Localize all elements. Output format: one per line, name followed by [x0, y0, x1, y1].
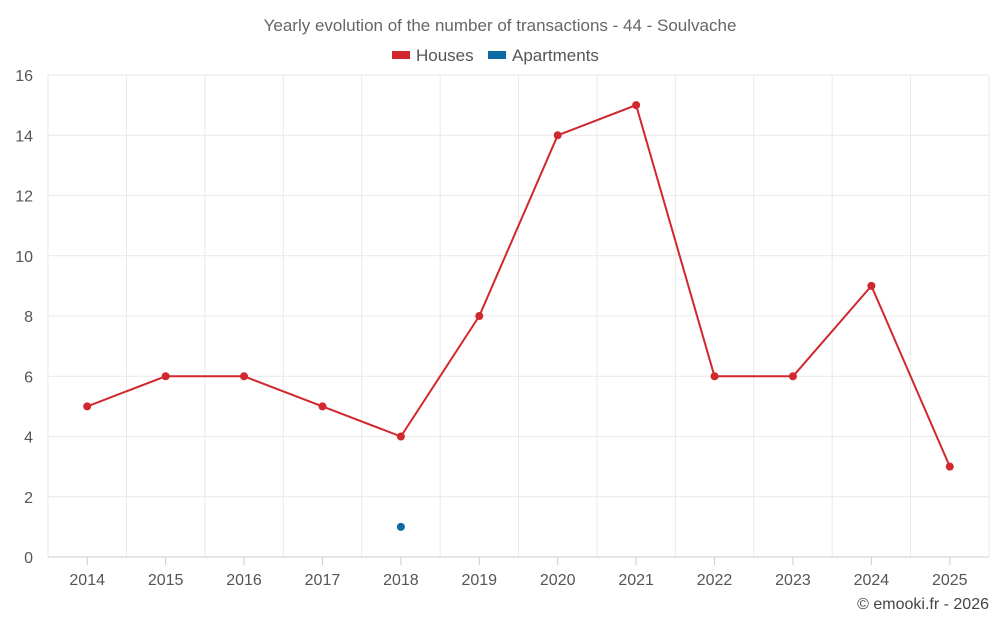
data-point-houses[interactable] — [553, 131, 562, 140]
x-tick-label: 2020 — [540, 572, 576, 589]
gridlines — [47, 74, 990, 557]
y-axis: 0 2 4 6 8 10 12 14 16 — [15, 68, 33, 567]
x-tick-label: 2025 — [932, 572, 968, 589]
series-apartments — [396, 522, 405, 531]
y-tick-label: 10 — [15, 249, 33, 266]
data-point-houses[interactable] — [83, 402, 92, 411]
legend-item-apartments[interactable]: Apartments — [488, 46, 599, 65]
data-point-houses[interactable] — [632, 101, 641, 110]
x-tick-label: 2021 — [618, 572, 654, 589]
y-tick-label: 12 — [15, 189, 33, 206]
x-axis: 2014 2015 2016 2017 2018 2019 2020 2021 2022 2023… — [48, 556, 989, 589]
data-point-houses[interactable] — [945, 462, 954, 471]
x-tick-label: 2022 — [697, 572, 733, 589]
y-tick-label: 14 — [15, 128, 33, 145]
x-tick-label: 2017 — [305, 572, 341, 589]
legend-swatch-apartments — [488, 51, 506, 59]
series-houses — [83, 101, 954, 471]
y-tick-label: 0 — [24, 550, 33, 567]
y-tick-label: 8 — [24, 309, 33, 326]
y-tick-label: 4 — [24, 430, 33, 447]
data-series — [83, 101, 954, 531]
data-point-houses[interactable] — [475, 312, 484, 320]
x-tick-label: 2016 — [226, 572, 262, 589]
data-point-houses[interactable] — [788, 372, 797, 381]
data-point-houses[interactable] — [318, 402, 327, 411]
chart-title: Yearly evolution of the number of transa… — [264, 16, 737, 35]
data-point-houses[interactable] — [867, 281, 876, 290]
legend-label-houses: Houses — [416, 46, 474, 65]
legend-label-apartments: Apartments — [512, 46, 599, 65]
x-tick-label: 2024 — [854, 572, 890, 589]
legend-swatch-houses — [392, 51, 410, 59]
data-point-houses[interactable] — [161, 372, 170, 381]
y-tick-label: 16 — [15, 68, 33, 85]
x-tick-label: 2014 — [69, 572, 105, 589]
data-point-houses[interactable] — [240, 372, 249, 381]
y-tick-label: 2 — [24, 490, 33, 507]
y-tick-label: 6 — [24, 369, 33, 386]
legend-item-houses[interactable]: Houses — [392, 46, 474, 65]
x-tick-label: 2023 — [775, 572, 811, 589]
data-point-apartments[interactable] — [396, 522, 405, 531]
series-line-houses — [86, 104, 951, 467]
credit-text: © emooki.fr - 2026 — [857, 596, 989, 613]
x-tick-label: 2015 — [148, 572, 184, 589]
legend: Houses Apartments — [392, 46, 599, 65]
data-point-houses[interactable] — [710, 372, 719, 381]
x-tick-label: 2018 — [383, 572, 419, 589]
x-tick-label: 2019 — [461, 572, 497, 589]
data-point-houses[interactable] — [396, 432, 405, 441]
